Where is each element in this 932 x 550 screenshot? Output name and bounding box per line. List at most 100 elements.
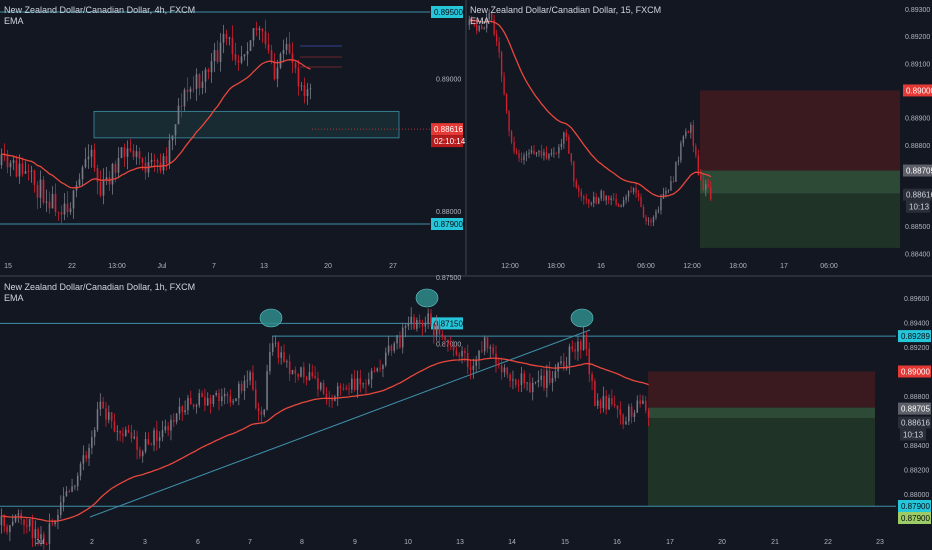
candle-1h	[283, 352, 285, 363]
candle-4h	[195, 74, 198, 89]
candle-1h	[192, 404, 195, 407]
time-axis-1h[interactable]: Jul 2 3 6 7 8 9 10 13 14 15 16 17 20 21 22 23	[36, 539, 884, 546]
candle-15m	[523, 155, 525, 161]
candle-15m	[553, 152, 555, 154]
time-axis-4h[interactable]: 15 22 13:00 Jul 7 13 20 27	[4, 263, 397, 270]
candle-4h	[78, 179, 81, 186]
candle-1h	[263, 409, 266, 415]
current-price-label-15m	[903, 188, 932, 201]
price-tick-1h: 0.88400	[904, 443, 929, 450]
candle-1h	[229, 395, 232, 403]
candle-4h	[300, 85, 303, 87]
time-axis-15m[interactable]: 12:00 18:00 16 06:00 12:00 18:00 17 06:00	[501, 263, 838, 270]
countdown-label-1h-text: 10:13	[903, 431, 924, 440]
candle-1h	[99, 401, 102, 410]
target-zone-1h[interactable]	[648, 418, 875, 507]
candle-4h	[219, 42, 222, 62]
candle-1h	[551, 378, 554, 383]
candle-15m	[588, 199, 590, 204]
candle-15m	[543, 152, 545, 156]
target-label-1h-text: 0.87900	[901, 514, 930, 523]
trendline[interactable]	[89, 329, 591, 518]
candle-4h	[291, 53, 294, 63]
indicator-label-15m[interactable]: EMA	[470, 16, 490, 26]
candle-1h	[458, 354, 461, 357]
support-label-1h-text: 0.87900	[901, 502, 930, 511]
candle-4h	[180, 105, 183, 107]
candle-1h	[240, 383, 243, 392]
candle-1h	[124, 429, 127, 436]
candle-1h	[498, 363, 500, 366]
candle-1h	[605, 396, 607, 410]
candle-4h	[297, 68, 300, 87]
price-tick-4h: 0.88000	[436, 209, 461, 216]
candle-1h	[215, 393, 217, 396]
candle-4h	[276, 67, 279, 80]
time-tick-4h: Jul	[158, 263, 167, 270]
candle-1h	[187, 397, 189, 411]
indicator-label-1h[interactable]: EMA	[4, 293, 24, 303]
candle-1h	[639, 400, 641, 404]
candle-1h	[475, 360, 477, 366]
highlight-ellipse-2[interactable]	[415, 288, 439, 308]
candle-1h	[438, 324, 441, 335]
target-zone-15m[interactable]	[700, 193, 900, 248]
price-tick-15m: 0.89300	[905, 7, 930, 14]
candle-4h	[165, 156, 168, 164]
candle-4h	[24, 171, 27, 174]
candle-1h	[514, 379, 517, 385]
stop-loss-zone-1h[interactable]	[648, 371, 875, 408]
candle-1h	[469, 367, 472, 370]
chart-pane-1h[interactable]: 0.89289 0.89000 0.88705 0.88616 10:13 0.87900…	[0, 282, 931, 550]
candle-1h	[9, 525, 11, 533]
supply-zone-4h[interactable]	[93, 110, 400, 139]
highlight-ellipse-1[interactable]	[259, 308, 283, 328]
candle-1h	[365, 383, 367, 385]
price-tick-4h: 0.89000	[436, 76, 461, 83]
candle-1h	[254, 389, 257, 408]
candle-1h	[96, 409, 99, 430]
candle-15m	[495, 34, 498, 42]
candle-1h	[156, 430, 158, 441]
chart-title-15m: New Zealand Dollar/Canadian Dollar, 15, …	[470, 5, 661, 15]
price-axis-1h[interactable]: 0.89600 0.89400 0.89200 0.88800 0.88400 0.882…	[904, 296, 929, 499]
candle-15m	[473, 24, 475, 26]
candle-4h	[48, 201, 51, 209]
candle-4h	[33, 170, 36, 185]
candle-1h	[368, 379, 370, 385]
candle-1h	[506, 367, 509, 375]
candle-1h	[441, 334, 444, 337]
price-axis-4h[interactable]: 0.89000 0.88000 0.87500 0.87000	[436, 76, 461, 348]
target-zone-near-15m[interactable]	[700, 170, 900, 194]
candle-1h	[297, 373, 299, 377]
candle-1h	[31, 519, 34, 539]
candle-1h	[599, 400, 602, 409]
time-tick-15m: 18:00	[547, 263, 565, 270]
indicator-label-4h[interactable]: EMA	[4, 16, 24, 26]
stop-loss-zone-15m[interactable]	[700, 90, 900, 171]
candle-4h	[243, 54, 246, 57]
candle-15m	[560, 143, 563, 148]
candle-4h	[246, 50, 249, 55]
candle-1h	[195, 405, 198, 407]
candle-4h	[264, 31, 267, 45]
candle-4h	[72, 190, 75, 209]
candle-4h	[63, 203, 66, 215]
price-tick-1h: 0.88200	[904, 468, 929, 475]
chart-pane-4h[interactable]: 0.89500 0.87900 0.87150 0.88616 02:10:14 New…	[0, 5, 466, 348]
level-label-4h-text: 0.89500	[434, 8, 463, 17]
highlight-ellipse-3[interactable]	[570, 308, 594, 328]
current-price-label-4h	[431, 123, 463, 136]
candle-1h	[608, 398, 610, 410]
chart-pane-15m[interactable]: 0.89000 0.88705 0.88616 10:13 New Zealand D…	[468, 5, 932, 270]
candle-1h	[204, 396, 206, 406]
price-axis-15m[interactable]: 0.89300 0.89200 0.89100 0.88900 0.88800 0.885…	[905, 7, 930, 258]
candle-1h	[76, 475, 79, 487]
candle-4h	[156, 160, 159, 163]
target-zone-near-1h[interactable]	[648, 407, 875, 419]
candle-1h	[57, 514, 59, 521]
candle-1h	[269, 351, 271, 372]
candle-1h	[305, 376, 308, 381]
candle-1h	[342, 388, 345, 390]
